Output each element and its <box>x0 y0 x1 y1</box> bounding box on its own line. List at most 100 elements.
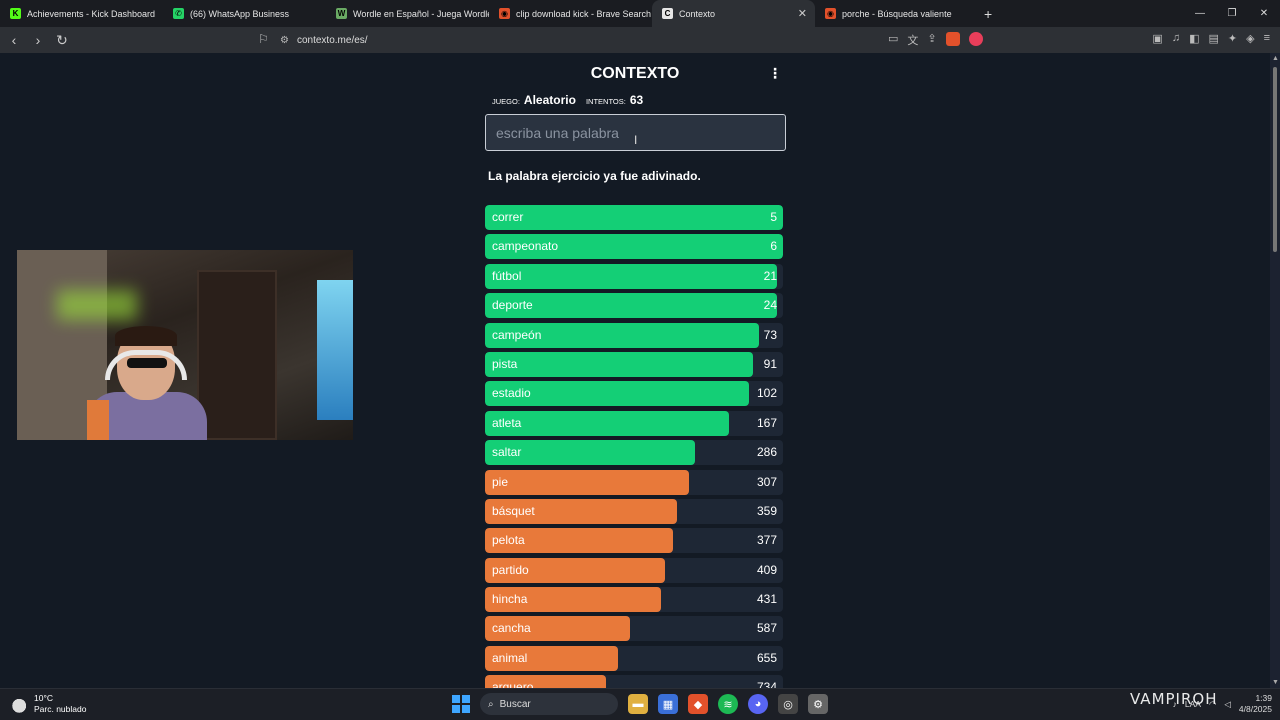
guess-similarity-bar <box>485 616 630 642</box>
guess-similarity-bar <box>485 557 666 583</box>
taskbar-search[interactable]: ⌕ Buscar <box>480 693 618 715</box>
file-explorer-icon[interactable]: ▬ <box>628 694 648 714</box>
guess-rank: 409 <box>756 562 777 577</box>
tab-label: Contexto <box>679 8 716 19</box>
guess-rank: 359 <box>756 503 777 518</box>
guess-similarity-bar <box>485 263 778 289</box>
wallet2-icon[interactable]: ▤ <box>1208 33 1219 45</box>
guess-rank: 307 <box>756 474 777 489</box>
bookmark-icon[interactable]: ⚐ <box>258 32 269 46</box>
guess-rank: 167 <box>756 415 777 430</box>
guess-rank: 587 <box>756 621 777 636</box>
media-icon[interactable]: ♫ <box>1171 32 1181 44</box>
guess-word: animal <box>492 650 528 665</box>
leo-icon[interactable]: ✦ <box>1227 33 1238 45</box>
guess-word: pie <box>492 474 509 489</box>
brave-shield-icon[interactable] <box>945 32 960 46</box>
whatsapp-icon: ✆ <box>173 8 184 19</box>
discord-icon[interactable]: ◕ <box>748 694 768 714</box>
guess-rank: 24 <box>763 298 777 313</box>
word-input[interactable] <box>485 114 786 151</box>
forward-icon[interactable]: › <box>35 32 41 48</box>
scrollbar-thumb[interactable] <box>1273 67 1277 252</box>
guess-row: deporte 24 <box>485 293 783 319</box>
guess-word: fútbol <box>492 268 522 283</box>
text-cursor-icon: I <box>634 133 638 147</box>
wallet-icon[interactable]: ▣ <box>1152 33 1163 45</box>
game-info: JUEGO: Aleatorio INTENTOS: 63 <box>492 93 649 107</box>
guess-similarity-bar <box>485 440 696 466</box>
guess-rank: 102 <box>756 386 777 401</box>
menu-icon[interactable]: ≡ <box>1263 32 1270 44</box>
guess-word: saltar <box>492 445 522 460</box>
spotify-icon[interactable]: ≋ <box>718 694 738 714</box>
scroll-up-icon[interactable]: ▲ <box>1272 55 1279 62</box>
guess-similarity-bar <box>485 381 749 407</box>
search-icon: ⌕ <box>488 698 494 710</box>
guess-word: correr <box>492 210 524 224</box>
weather-widget[interactable]: 10°C Parc. nublado <box>12 693 86 715</box>
message-word: ejercicio <box>551 169 601 183</box>
close-window-icon[interactable]: ✕ <box>1259 8 1269 19</box>
guess-rank: 286 <box>756 445 777 460</box>
site-info-icon[interactable]: ⚙ <box>280 34 289 46</box>
browser-tab[interactable]: W Wordle en Español - Juega Wordle c <box>326 0 489 27</box>
guess-similarity-bar <box>485 351 754 377</box>
guess-row: arquero 734 <box>485 675 783 688</box>
cast-icon[interactable]: ▭ <box>888 33 899 45</box>
vpn-icon[interactable]: ◈ <box>1246 33 1255 45</box>
guess-rank: 377 <box>756 533 777 548</box>
browser-tab[interactable]: C Contexto ✕ <box>652 0 815 27</box>
obs-icon[interactable]: ◎ <box>778 694 798 714</box>
guess-row: básquet 359 <box>485 498 783 524</box>
restore-icon[interactable]: ❐ <box>1227 8 1237 19</box>
browser-tab[interactable]: ◉ porche - Búsqueda valiente <box>815 0 978 27</box>
guess-row: estadio 102 <box>485 381 783 407</box>
minimize-icon[interactable]: — <box>1195 8 1205 19</box>
guess-row: fútbol 21 <box>485 263 783 289</box>
translate-icon[interactable]: 文 <box>907 35 919 47</box>
guess-row: campeón 73 <box>485 322 783 348</box>
settings-icon[interactable]: ⚙ <box>808 694 828 714</box>
guess-similarity-bar <box>485 234 783 260</box>
already-guessed-message: La palabra ejercicio ya fue adivinado. <box>488 169 701 183</box>
brave-search-icon: ◉ <box>499 8 510 19</box>
back-icon[interactable]: ‹ <box>11 32 17 48</box>
date: 4/8/2025 <box>1238 704 1272 714</box>
close-tab-icon[interactable]: ✕ <box>797 8 807 20</box>
guess-similarity-bar <box>485 410 730 436</box>
guess-row: pista 91 <box>485 351 783 377</box>
guess-word: pelota <box>492 533 525 548</box>
more-options-icon[interactable]: ⋮ <box>768 65 782 81</box>
browser-tab[interactable]: K Achievements - Kick Dashboard <box>0 0 163 27</box>
new-tab-icon[interactable]: + <box>984 5 993 22</box>
scroll-down-icon[interactable]: ▼ <box>1272 679 1279 686</box>
wifi-icon[interactable]: ◠ <box>1208 698 1217 709</box>
guess-similarity-bar <box>485 587 661 613</box>
clock[interactable]: 1:39 4/8/2025 <box>1239 693 1272 715</box>
browser-tab[interactable]: ◉ clip download kick - Brave Search <box>489 0 652 27</box>
guess-row: hincha 431 <box>485 587 783 613</box>
brave-browser-icon[interactable]: ◆ <box>688 694 708 714</box>
tiktok-icon[interactable]: ♪ <box>1172 699 1177 709</box>
language-indicator[interactable]: LAA <box>1184 699 1201 709</box>
sidebar-icon[interactable]: ◧ <box>1189 33 1200 45</box>
browser-tab[interactable]: ✆ (66) WhatsApp Business <box>163 0 326 27</box>
guess-word: arquero <box>492 680 534 688</box>
tab-strip: K Achievements - Kick Dashboard ✆ (66) What… <box>0 0 1280 27</box>
share-icon[interactable]: ⇪ <box>927 33 937 45</box>
guess-row: saltar 286 <box>485 440 783 466</box>
reload-icon[interactable]: ↻ <box>56 31 68 48</box>
guess-word: deporte <box>492 298 533 313</box>
volume-icon[interactable]: ◁ <box>1224 698 1231 709</box>
store-icon[interactable]: ▦ <box>658 694 678 714</box>
brave-rewards-icon[interactable] <box>968 32 983 46</box>
page-scrollbar[interactable]: ▲ ▼ <box>1270 53 1280 688</box>
tab-label: Achievements - Kick Dashboard <box>27 8 156 19</box>
guess-row: animal 655 <box>485 645 783 671</box>
wordle-icon: W <box>336 8 347 19</box>
streamer <box>87 326 207 440</box>
webcam-led-glow <box>57 290 137 320</box>
address-bar[interactable]: ⚙ contexto.me/es/ <box>280 30 1000 50</box>
windows-start-icon[interactable] <box>452 695 470 713</box>
